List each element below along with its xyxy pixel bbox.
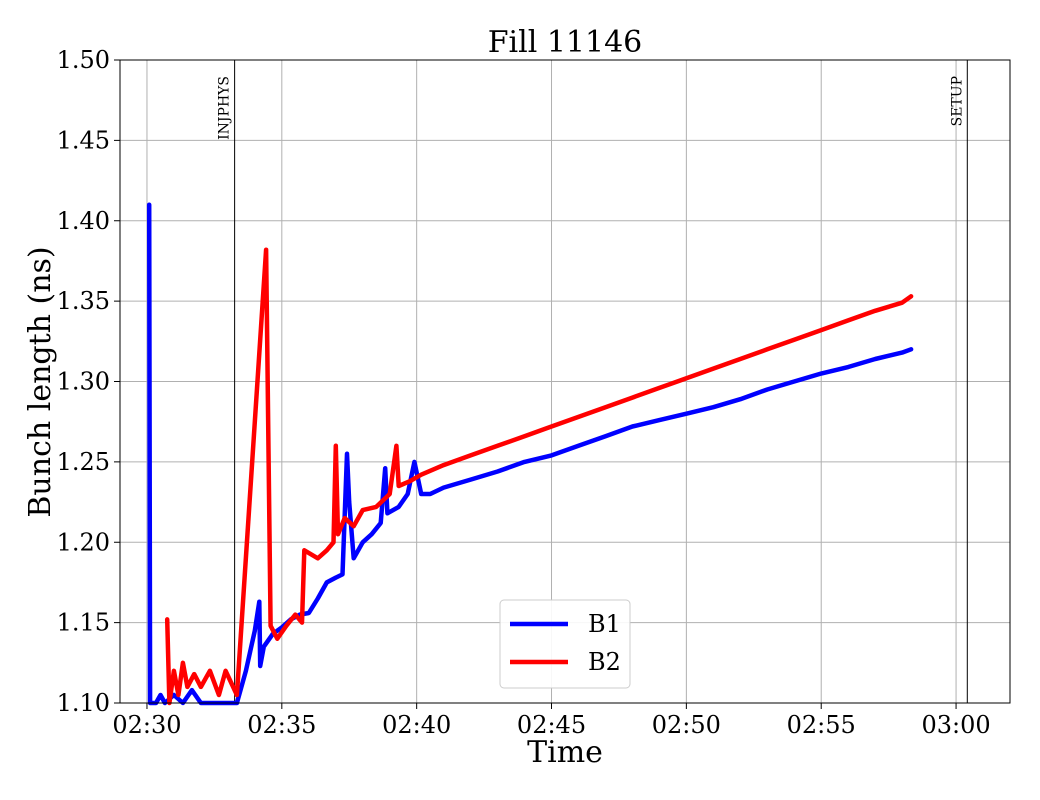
y-tick-label: 1.30 <box>57 368 110 396</box>
y-tick-label: 1.40 <box>57 207 110 235</box>
y-tick-label: 1.20 <box>57 528 110 556</box>
y-tick-label: 1.45 <box>57 126 110 154</box>
legend-label-b1: B1 <box>588 610 621 638</box>
x-tick-label: 02:40 <box>382 711 451 739</box>
series-line-b2 <box>164 247 914 706</box>
series-lines <box>146 202 914 706</box>
y-tick-label: 1.10 <box>57 689 110 717</box>
x-tick-label: 03:00 <box>921 711 990 739</box>
y-tick-label: 1.15 <box>57 609 110 637</box>
y-tick-label: 1.50 <box>57 46 110 74</box>
y-axis-label: Bunch length (ns) <box>23 246 58 517</box>
event-markers: INJPHYS SETUP <box>217 60 968 703</box>
event-marker-label: SETUP <box>949 76 965 126</box>
legend-label-b2: B2 <box>588 648 621 676</box>
x-axis-label: Time <box>527 735 603 770</box>
series-line-b1 <box>146 202 914 706</box>
event-marker-label: INJPHYS <box>217 76 233 140</box>
chart-title: Fill 11146 <box>488 25 643 60</box>
x-tick-label: 02:30 <box>112 711 181 739</box>
x-tick-label: 02:45 <box>517 711 586 739</box>
x-tick-label: 02:55 <box>787 711 856 739</box>
axis-ticks: 02:30 02:35 02:40 02:45 02:50 02:55 03:00 1.10 1… <box>57 46 991 739</box>
y-tick-label: 1.25 <box>57 448 110 476</box>
x-tick-label: 02:35 <box>247 711 316 739</box>
x-tick-label: 02:50 <box>652 711 721 739</box>
y-tick-label: 1.35 <box>57 287 110 315</box>
